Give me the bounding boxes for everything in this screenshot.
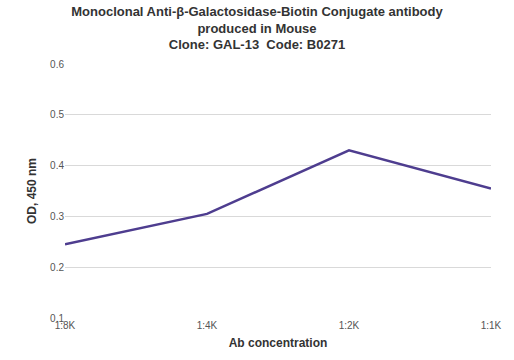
svg-text:0.3: 0.3 [50,211,64,222]
svg-text:1:2K: 1:2K [339,320,360,331]
svg-text:1:1K: 1:1K [481,320,502,331]
svg-text:0.5: 0.5 [50,109,64,120]
svg-text:1:8K: 1:8K [55,320,76,331]
svg-text:0.2: 0.2 [50,262,64,273]
svg-text:Monoclonal Anti-β-Galactosidas: Monoclonal Anti-β-Galactosidase-Biotin C… [71,4,443,53]
svg-text:0.4: 0.4 [50,160,64,171]
svg-text:Ab concentration: Ab concentration [229,336,328,350]
svg-text:OD, 450 nm: OD, 450 nm [25,158,39,224]
svg-text:0.1: 0.1 [50,313,64,324]
svg-text:0.6: 0.6 [50,59,64,70]
svg-text:1:4K: 1:4K [197,320,218,331]
